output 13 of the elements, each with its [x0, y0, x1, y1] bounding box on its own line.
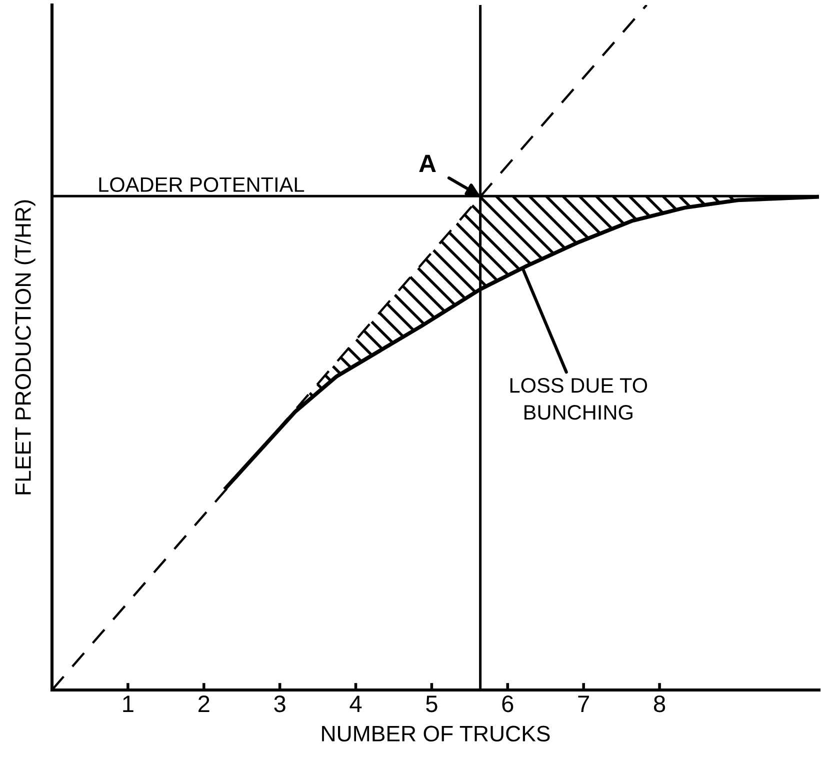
x-tick-label: 6: [502, 695, 514, 712]
x-tick-label: 5: [426, 696, 438, 712]
x-tick-label: 2: [198, 695, 210, 712]
x-tick-label: 7: [578, 696, 589, 712]
ref-line-label: LOADER POTENTIAL: [99, 177, 304, 192]
x-tick-label: 8: [654, 695, 666, 712]
x-tick-label: 4: [350, 696, 362, 712]
y-axis-title: FLEET PRODUCTION (T/HR): [14, 200, 36, 494]
x-tick-label: 1: [123, 696, 134, 712]
annotation: LOSS DUE TO BUNCHING: [510, 378, 648, 420]
annotation: A: [419, 154, 436, 172]
x-axis-title: NUMBER OF TRUCKS: [322, 726, 550, 742]
x-tick-label: 3: [274, 695, 286, 712]
